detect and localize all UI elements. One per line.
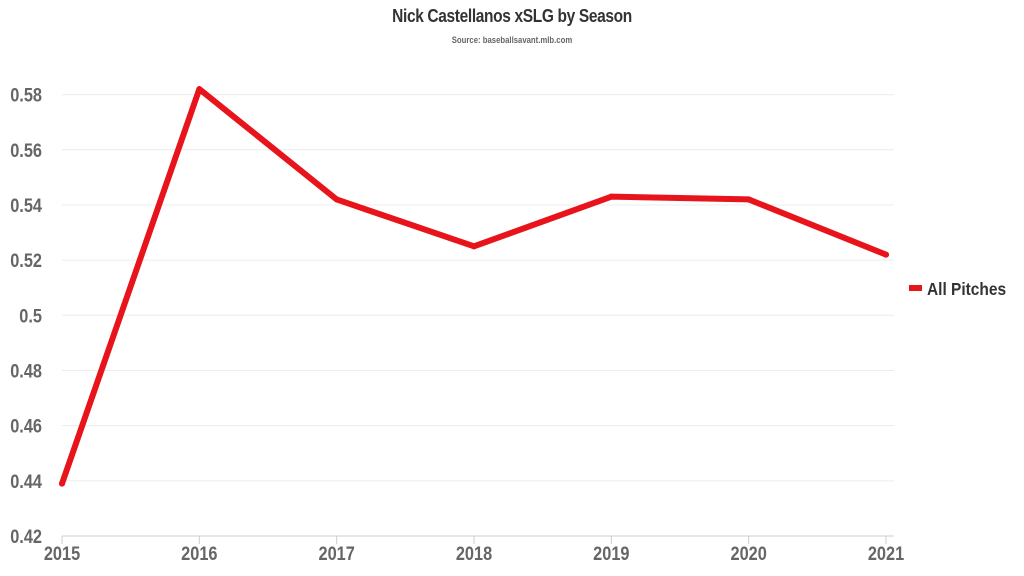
data-point: [608, 193, 615, 200]
axes: 0.42 0.44 0.46 0.48 0.5 0.52 0.54 0.56 0.58 2015 2…: [10, 84, 904, 564]
legend-label: All Pitches: [927, 279, 1006, 299]
x-tick-label: 2019: [593, 543, 629, 564]
data-point: [883, 251, 889, 258]
x-tick-label: 2017: [319, 543, 355, 564]
legend: All Pitches: [909, 279, 1006, 299]
y-tick-label: 0.44: [10, 471, 42, 492]
y-tick-label: 0.54: [10, 195, 42, 216]
chart-subtitle: Source: baseballsavant.mlb.com: [451, 35, 573, 45]
data-point: [471, 243, 477, 250]
data-point: [333, 196, 340, 203]
y-tick-label: 0.56: [10, 140, 42, 161]
y-tick-label: 0.58: [10, 84, 42, 105]
x-tick-label: 2015: [44, 543, 80, 564]
x-tick-label: 2016: [181, 543, 217, 564]
data-point: [196, 86, 203, 93]
x-tick-label: 2018: [456, 543, 492, 564]
grid-lines: [62, 94, 894, 482]
series-lines: [59, 86, 889, 487]
y-tick-label: 0.5: [19, 305, 42, 326]
y-tick-label: 0.48: [10, 360, 42, 381]
data-point: [745, 196, 752, 203]
data-point: [59, 480, 65, 487]
y-tick-label: 0.52: [10, 250, 42, 271]
y-tick-label: 0.46: [10, 415, 42, 436]
series-line-all-pitches: [59, 86, 889, 487]
y-tick-label: 0.42: [10, 526, 42, 547]
chart-title: Nick Castellanos xSLG by Season: [392, 6, 632, 26]
x-tick-label: 2021: [868, 543, 904, 564]
x-tick-label: 2020: [731, 543, 767, 564]
legend-swatch: [909, 285, 922, 291]
